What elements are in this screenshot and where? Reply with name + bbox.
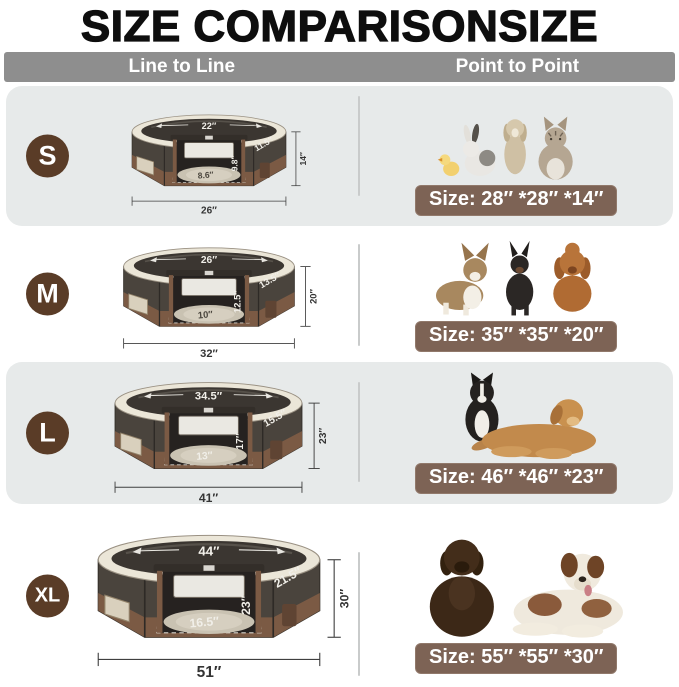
dim-height: 23″ [318, 428, 329, 444]
playpen-illustration-m: 26″ 13.5″ 20″ 12.5″ 10″ 32″ [122, 247, 318, 359]
dim-width: 41″ [199, 491, 218, 504]
playpen-illustration-l: 34.5″ 15.5″ 23″ 17″ 13″ 41″ [114, 382, 329, 504]
dim-height: 30″ [337, 589, 351, 609]
size-label-m: Size: 35″ *35″ *20″ [415, 321, 618, 352]
golden-retriever-icon [471, 399, 597, 459]
dim-width: 51″ [196, 664, 221, 679]
row-size-s: S [6, 86, 673, 226]
newfoundland-icon [429, 540, 494, 638]
size-badge-s: S [26, 134, 69, 178]
playpen [131, 114, 287, 186]
dim-height: 14″ [298, 152, 308, 165]
row-l-playpen-cell: L [6, 362, 360, 504]
pets-illustration-medium [436, 240, 592, 316]
dim-width: 32″ [200, 348, 218, 359]
pets-illustration-xlarge [429, 540, 623, 639]
dim-height: 20″ [307, 289, 318, 304]
dim-top: 34.5″ [195, 390, 223, 402]
playpen [122, 247, 295, 327]
border-collie-icon [465, 372, 499, 442]
column-divider [358, 552, 360, 676]
size-label-xl: Size: 55″ *55″ *30″ [415, 643, 618, 674]
row-size-m: M [6, 226, 673, 362]
chick-icon [437, 154, 460, 176]
row-s-playpen-cell: S [6, 86, 360, 226]
row-l-pets-cell: Size: 46″ *46″ *23″ [360, 362, 673, 504]
poodle-icon [553, 242, 592, 312]
row-m-pets-cell: Size: 35″ *35″ *20″ [360, 226, 673, 362]
dim-door: 9.8″ [229, 155, 239, 171]
playpen-illustration-xl: 44″ 21.5″ 30″ 23″ 16.5″ 51″ [97, 535, 351, 680]
column-divider [358, 382, 360, 482]
page-title: SIZE COMPARISONSIZE [80, 1, 599, 51]
dim-floor: 16.5″ [189, 614, 220, 631]
column-divider [358, 96, 360, 196]
dim-door: 23″ [239, 596, 253, 616]
dim-width: 26″ [201, 205, 217, 215]
size-rows: S [6, 86, 673, 687]
pets-illustration-large [465, 372, 597, 459]
kitten-icon [538, 116, 573, 180]
dimension-annotations: 34.5″ 15.5″ 23″ 17″ 13″ 41″ [114, 390, 329, 504]
column-header-line-to-line: Line to Line [128, 56, 236, 77]
size-badge-xl: XL [26, 574, 69, 617]
row-xl-playpen-cell: XL [6, 504, 360, 687]
playpen [97, 535, 321, 639]
corgi-icon [436, 242, 489, 316]
row-xl-pets-cell: Size: 55″ *55″ *30″ [360, 504, 673, 687]
row-size-xl: XL [6, 504, 673, 687]
column-header-point-to-point: Point to Point [455, 56, 580, 77]
pinscher-icon [506, 240, 534, 316]
column-divider [358, 244, 360, 346]
dim-top: 26″ [201, 255, 217, 266]
column-header-bar: Line to Line Point to Point [4, 52, 675, 82]
dim-floor: 13″ [196, 450, 213, 462]
dim-floor: 10″ [197, 308, 213, 320]
puppy-icon [503, 118, 528, 174]
row-m-playpen-cell: M [6, 226, 360, 362]
pets-illustration-small [437, 116, 573, 180]
dim-door: 17″ [235, 433, 246, 449]
size-badge-m: M [26, 272, 69, 316]
dim-door: 12.5″ [231, 290, 242, 313]
dimension-annotations: 22″ 11.5″ 14″ 9.8″ 8.6″ 26″ [131, 120, 308, 215]
dim-top: 44″ [198, 544, 220, 559]
dim-top: 22″ [201, 120, 216, 130]
saint-bernard-icon [512, 553, 623, 639]
rabbit-icon [463, 123, 496, 176]
size-label-s: Size: 28″ *28″ *14″ [415, 185, 618, 216]
row-size-l: L [6, 362, 673, 504]
size-label-l: Size: 46″ *46″ *23″ [415, 463, 618, 494]
row-s-pets-cell: Size: 28″ *28″ *14″ [360, 86, 673, 226]
dim-floor: 8.6″ [197, 169, 214, 180]
playpen-illustration-s: 22″ 11.5″ 14″ 9.8″ 8.6″ 26″ [131, 114, 308, 215]
size-badge-l: L [26, 411, 69, 455]
